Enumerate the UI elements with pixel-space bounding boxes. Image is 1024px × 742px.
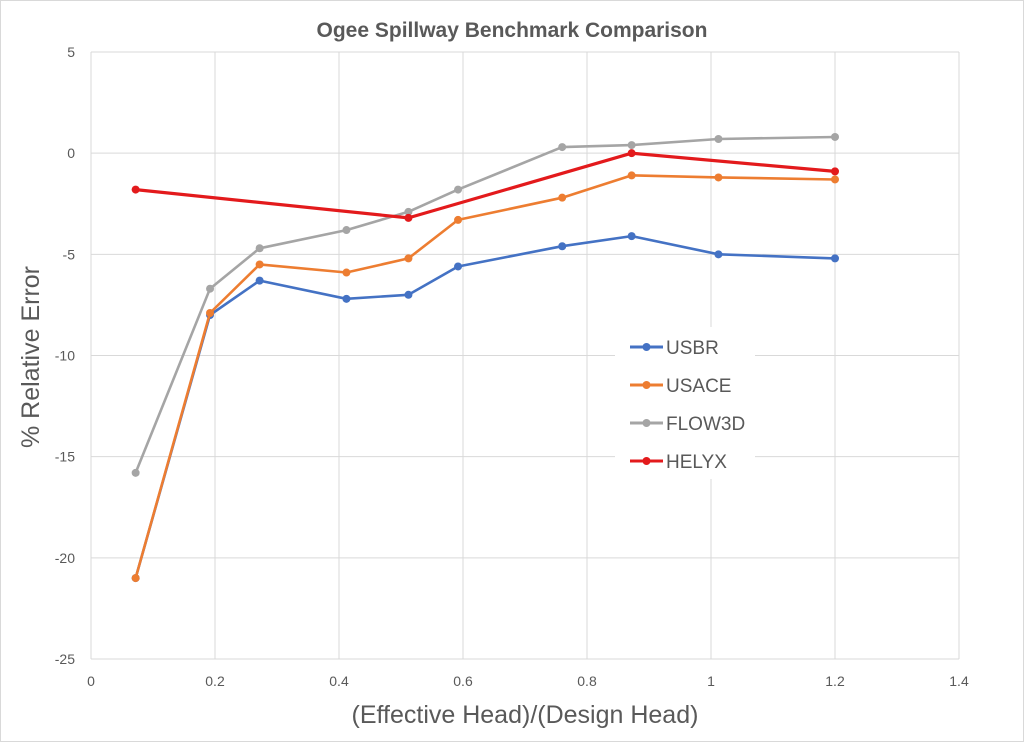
data-point-helyx: [831, 167, 839, 176]
y-axis-title: % Relative Error: [17, 266, 45, 448]
legend-item-helyx: HELYX: [630, 452, 727, 473]
data-point-usbr: [342, 294, 351, 303]
y-tick-label: -15: [55, 449, 75, 465]
data-point-usbr: [627, 232, 636, 241]
x-tick-label: 1.4: [949, 673, 969, 689]
data-point-flow3d: [255, 244, 264, 253]
legend-marker: [642, 457, 651, 465]
data-point-usace: [206, 309, 215, 318]
data-point-flow3d: [627, 141, 636, 150]
legend-label: FLOW3D: [666, 414, 745, 435]
y-tick-label: 5: [67, 44, 75, 60]
x-tick-label: 0.8: [577, 673, 597, 689]
data-point-flow3d: [342, 226, 351, 235]
legend-marker: [642, 419, 651, 427]
legend-label: HELYX: [666, 452, 727, 473]
data-point-flow3d: [714, 135, 723, 144]
series-helyx: [131, 149, 839, 222]
series-usace: [131, 171, 839, 583]
legend-item-usbr: USBR: [630, 338, 719, 359]
data-point-usace: [831, 175, 839, 184]
data-point-usace: [342, 268, 351, 277]
legend-item-flow3d: FLOW3D: [630, 414, 745, 435]
series-line-helyx: [135, 151, 836, 220]
data-point-usbr: [404, 290, 413, 299]
data-point-usace: [404, 254, 413, 263]
data-point-usbr: [255, 276, 264, 285]
y-tick-label: -20: [55, 550, 75, 566]
data-point-helyx: [404, 213, 413, 222]
data-point-usbr: [714, 250, 723, 259]
data-point-usace: [131, 574, 140, 583]
data-point-usace: [714, 173, 723, 182]
x-tick-label: 0.6: [453, 673, 473, 689]
x-tick-label: 0.4: [329, 673, 349, 689]
legend-box: [615, 327, 755, 479]
x-tick-label: 0: [87, 673, 95, 689]
x-tick-label: 0.2: [205, 673, 225, 689]
data-point-usace: [558, 193, 567, 202]
x-axis-title: (Effective Head)/(Design Head): [352, 701, 699, 729]
legend-label: USACE: [666, 376, 731, 397]
series-line-flow3d: [134, 135, 836, 474]
y-tick-label: -5: [63, 246, 76, 262]
data-point-flow3d: [831, 132, 839, 141]
series-line-usace: [134, 174, 836, 579]
y-tick-label: -25: [55, 651, 75, 667]
data-point-flow3d: [206, 284, 215, 293]
data-point-flow3d: [454, 185, 463, 194]
y-tick-label: -10: [55, 348, 75, 364]
series-flow3d: [131, 132, 839, 477]
series-lines: [131, 132, 839, 583]
data-point-usace: [255, 260, 264, 269]
x-tick-label: 1.2: [825, 673, 845, 689]
data-point-usbr: [558, 242, 567, 251]
data-point-flow3d: [558, 143, 567, 152]
tick-labels: -25 -20 -15 -10 -5 0 5 0 0.2 0.4 0.6 0.8 1 1.2 1.4: [55, 44, 969, 689]
legend-item-usace: USACE: [630, 376, 731, 397]
data-point-flow3d: [131, 468, 140, 477]
data-point-usace: [454, 215, 463, 224]
y-tick-label: 0: [67, 145, 75, 161]
data-point-helyx: [627, 149, 636, 158]
legend-label: USBR: [666, 338, 719, 359]
legend: USBR USACE FLOW3D HELYX: [615, 327, 755, 479]
data-point-usbr: [454, 262, 463, 271]
x-tick-label: 1: [707, 673, 715, 689]
legend-marker: [642, 343, 651, 351]
series-line-usbr: [134, 234, 836, 579]
gridlines: [90, 51, 960, 660]
data-point-helyx: [131, 185, 140, 194]
data-point-flow3d: [404, 207, 413, 216]
chart-title: Ogee Spillway Benchmark Comparison: [317, 19, 708, 42]
data-point-usace: [627, 171, 636, 180]
legend-marker: [642, 381, 651, 389]
data-point-usbr: [831, 254, 839, 263]
